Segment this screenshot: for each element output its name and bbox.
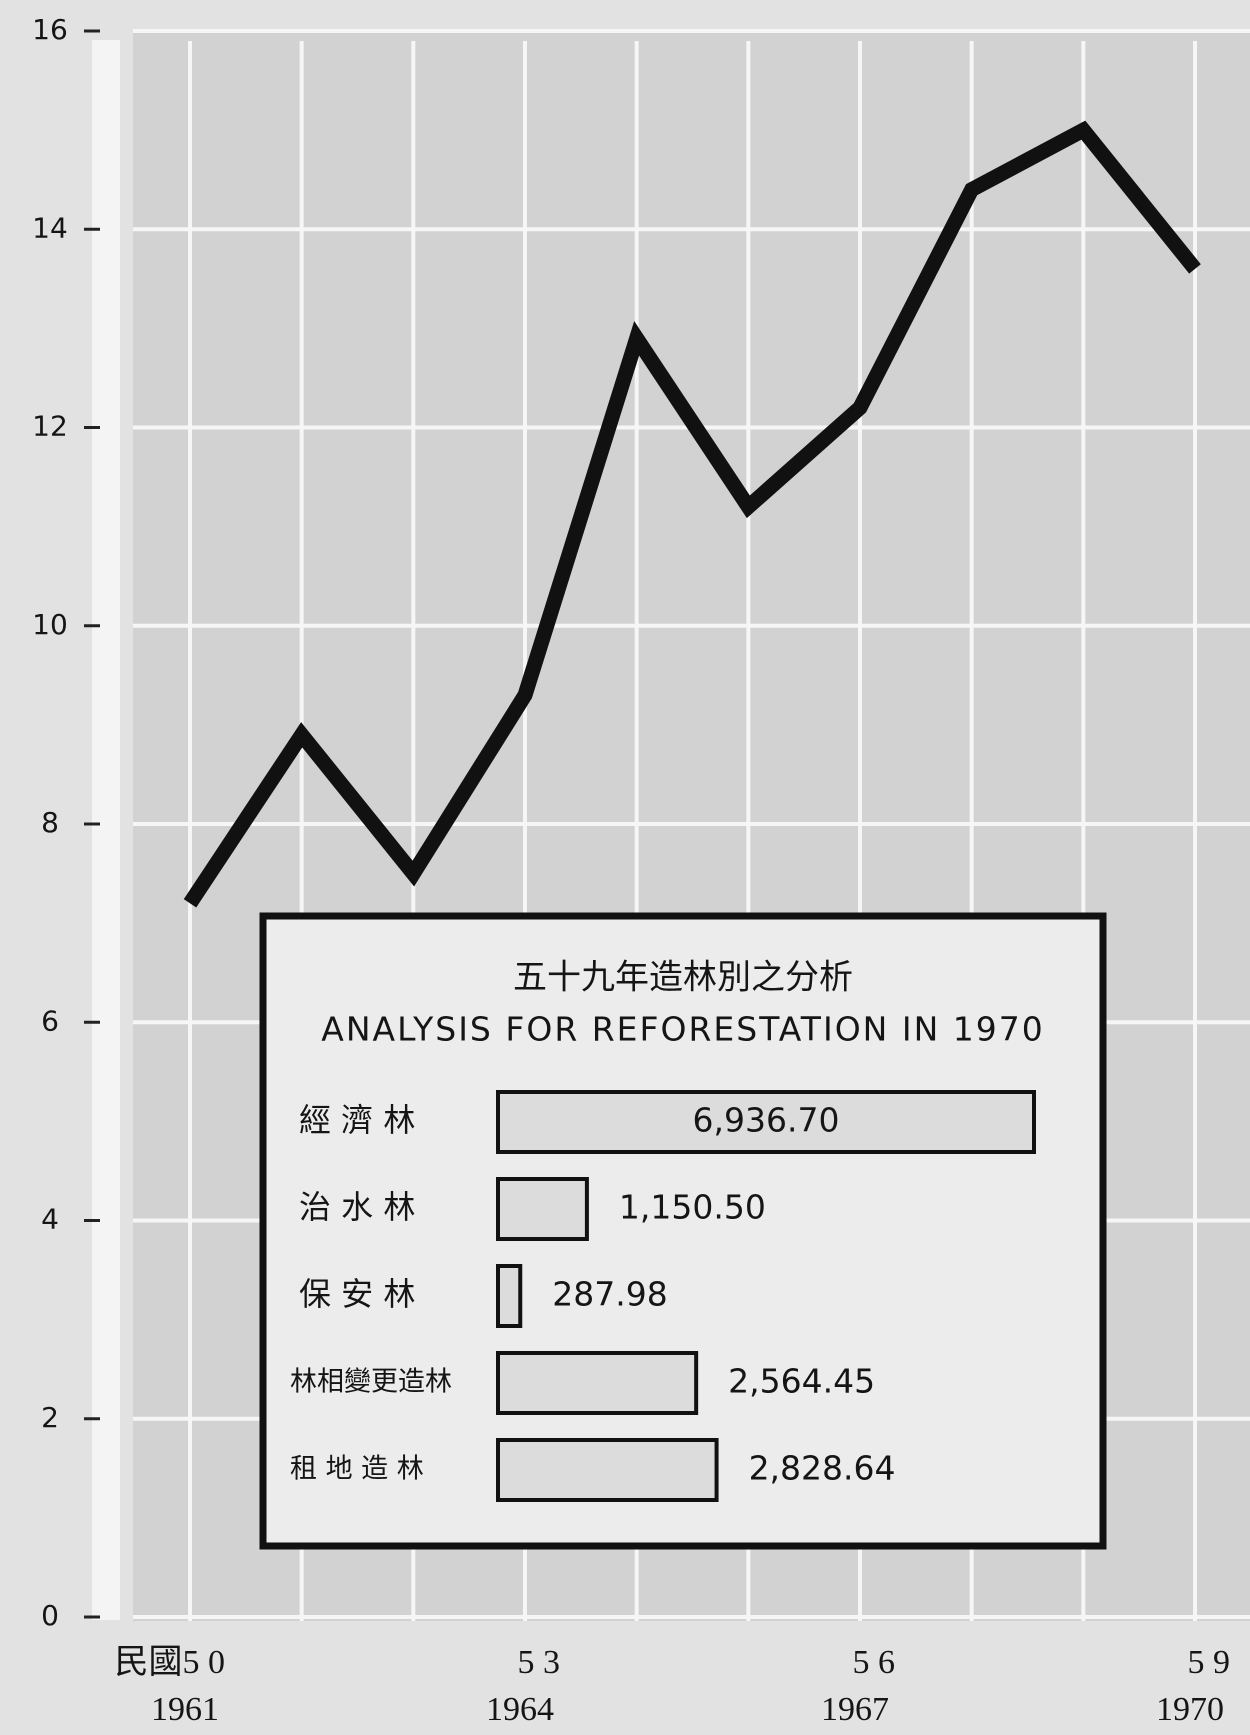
line	[183, 120, 1201, 908]
bar	[496, 1177, 589, 1241]
y-tick-label: 14	[32, 211, 68, 244]
x-tick-label: 1970	[1156, 1691, 1224, 1728]
bar-category: 林相變更造林	[290, 1367, 452, 1398]
value-label: 2,564.45	[728, 1362, 875, 1401]
x-tick-label-roc: 民國5 0	[115, 1644, 226, 1681]
y-tick-label: 12	[32, 410, 68, 443]
x-tick-label: 1967	[821, 1691, 889, 1728]
y-tick-label: 2	[41, 1401, 59, 1434]
x-tick-label-roc: 5 3	[518, 1644, 561, 1681]
bar	[496, 1264, 523, 1328]
x-tick-label-roc: 5 6	[853, 1644, 896, 1681]
x-tick-label: 1961	[151, 1691, 219, 1728]
bar-category: 經 濟 林	[299, 1101, 415, 1139]
bar-category: 租 地 造 林	[290, 1454, 424, 1485]
y-tick-label: 10	[32, 608, 68, 641]
bar	[496, 1438, 719, 1502]
y-tick-label: 4	[41, 1203, 59, 1236]
bar-category: 治 水 林	[299, 1188, 415, 1226]
value-label: 2,828.64	[749, 1449, 896, 1488]
axis-strip	[92, 40, 120, 1620]
value-label: 6,936.70	[693, 1101, 840, 1140]
y-tick-label: 16	[32, 13, 68, 46]
value-label: 1,150.50	[619, 1188, 766, 1227]
bar	[496, 1090, 1036, 1154]
y-tick-label: 0	[41, 1599, 59, 1632]
inset: 五十九年造林別之分析 ANALYSIS FOR REFORESTATION IN…	[259, 912, 1107, 1550]
x-tick-label-roc: 5 9	[1188, 1644, 1231, 1681]
value-label: 287.98	[552, 1275, 667, 1314]
y-tick-label: 8	[41, 806, 59, 839]
x-tick-label: 1964	[486, 1691, 554, 1728]
bar-category: 保 安 林	[299, 1275, 415, 1313]
inset-subtitle: ANALYSIS FOR REFORESTATION IN 1970	[321, 1010, 1045, 1049]
y-tick-label: 6	[41, 1004, 59, 1037]
bar	[496, 1351, 699, 1415]
inset-title: 五十九年造林別之分析	[513, 958, 853, 998]
